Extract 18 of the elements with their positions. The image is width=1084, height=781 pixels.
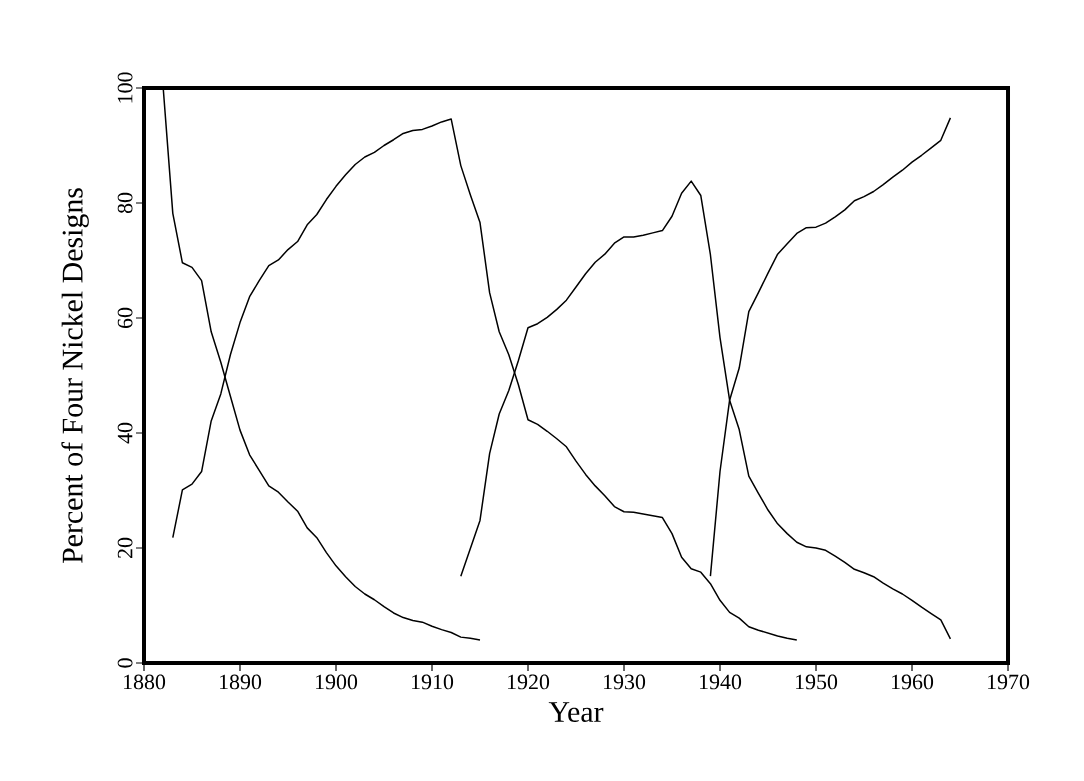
x-tick-label: 1930 — [604, 674, 646, 690]
x-tick-label: 1960 — [892, 674, 934, 690]
y-tick-label: 40 — [117, 422, 133, 444]
x-tick-label: 1950 — [796, 674, 838, 690]
y-axis-title: Percent of Four Nickel Designs — [61, 188, 89, 564]
y-tick-label: 80 — [117, 192, 133, 214]
x-tick-label: 1910 — [412, 674, 454, 690]
x-tick-label: 1890 — [220, 674, 262, 690]
y-tick-label: 0 — [117, 658, 133, 668]
x-axis-title: Year — [548, 702, 604, 723]
y-tick-label: 20 — [117, 537, 133, 558]
y-tick-label: 100 — [117, 72, 133, 103]
x-tick-label: 1880 — [124, 674, 166, 690]
x-tick-label: 1970 — [988, 674, 1030, 690]
x-tick-label: 1940 — [700, 674, 742, 690]
y-tick-label: 60 — [117, 307, 133, 329]
x-tick-label: 1900 — [316, 674, 358, 690]
x-tick-label: 1920 — [508, 674, 550, 690]
